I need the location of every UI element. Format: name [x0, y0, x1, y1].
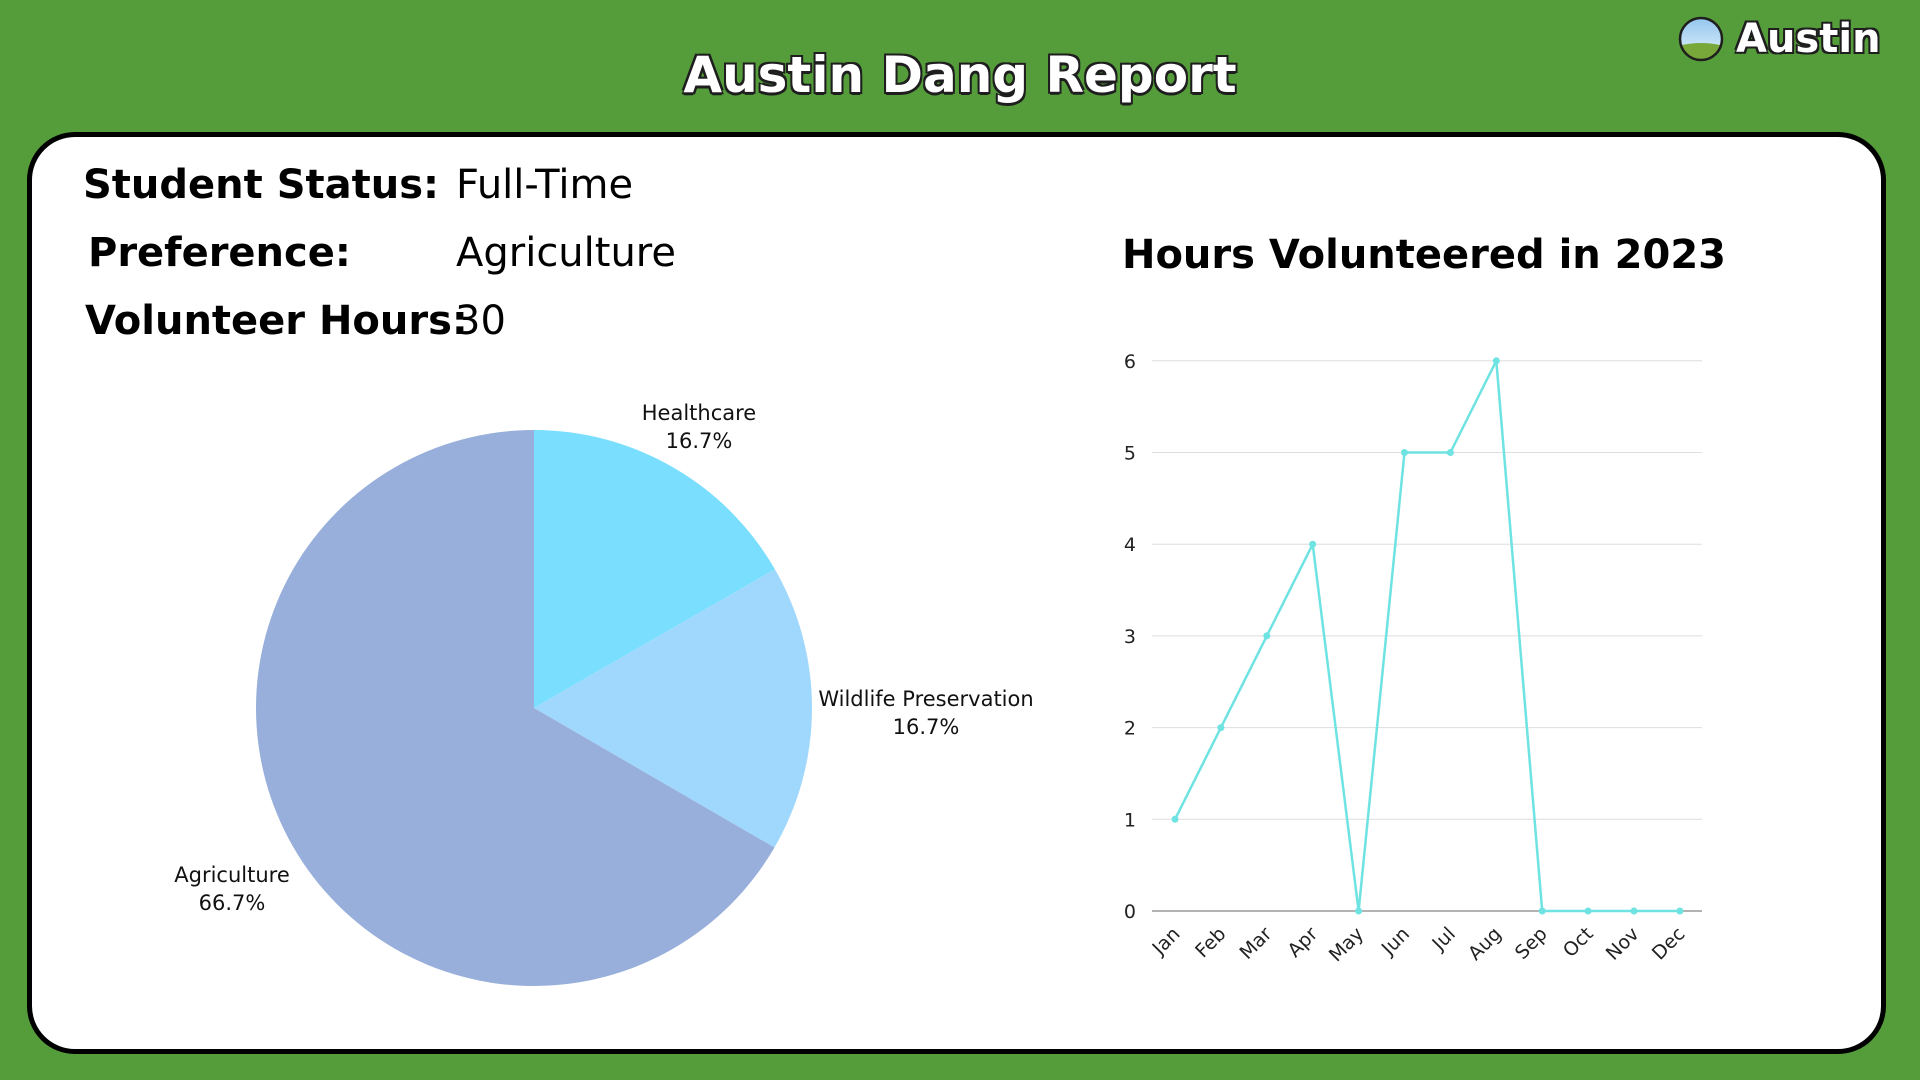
- preference-label: Preference:: [88, 230, 351, 276]
- landscape-logo-icon: [1678, 16, 1724, 62]
- preference-value: Agriculture: [456, 230, 676, 276]
- brand: Austin: [1678, 14, 1881, 64]
- y-tick-label: 6: [1124, 351, 1136, 373]
- x-tick-label-jun: Jun: [1377, 923, 1414, 960]
- volunteer-hours-value: 30: [455, 298, 506, 344]
- line-chart-title: Hours Volunteered in 2023: [1121, 232, 1727, 278]
- pie-label-agriculture: Agriculture: [174, 863, 290, 887]
- data-point-apr: [1309, 540, 1317, 548]
- x-tick-label-may: May: [1325, 923, 1368, 966]
- y-tick-label: 3: [1124, 626, 1136, 648]
- data-point-jan: [1171, 815, 1179, 823]
- data-point-mar: [1263, 632, 1271, 640]
- line-series: [1173, 359, 1680, 913]
- x-tick-label-jul: Jul: [1427, 923, 1459, 955]
- x-tick-label-aug: Aug: [1464, 923, 1506, 965]
- pie-label-wildlife-preservation: Wildlife Preservation: [818, 687, 1033, 711]
- y-tick-label: 0: [1124, 901, 1136, 923]
- data-point-jul: [1446, 449, 1454, 456]
- data-point-nov: [1630, 907, 1638, 915]
- y-tick-label: 2: [1124, 718, 1136, 740]
- x-tick-label-jan: Jan: [1148, 923, 1185, 960]
- data-point-aug: [1492, 357, 1500, 365]
- pie-slice-healthcare: [534, 430, 775, 708]
- pie-label-healthcare: Healthcare: [642, 401, 756, 425]
- brand-name: Austin: [1736, 16, 1881, 62]
- x-tick-label-oct: Oct: [1559, 923, 1598, 962]
- data-point-feb: [1217, 724, 1225, 732]
- x-tick-label-dec: Dec: [1648, 923, 1690, 965]
- pie-slice-wildlife-preservation: [534, 569, 812, 848]
- student-status-label: Student Status:: [83, 162, 440, 208]
- x-tick-label-apr: Apr: [1283, 923, 1322, 962]
- x-tick-label-mar: Mar: [1235, 923, 1276, 964]
- y-tick-label: 4: [1124, 534, 1136, 556]
- x-tick-label-nov: Nov: [1602, 923, 1644, 965]
- pie-pct-agriculture: 66.7%: [199, 891, 266, 915]
- volunteer-hours-label: Volunteer Hours:: [85, 298, 468, 344]
- data-point-sep: [1538, 907, 1546, 915]
- y-tick-label: 5: [1124, 443, 1136, 465]
- pie-pct-wildlife-preservation: 16.7%: [893, 715, 960, 739]
- data-point-dec: [1676, 907, 1684, 915]
- x-tick-label-sep: Sep: [1511, 923, 1552, 964]
- pie-pct-healthcare: 16.7%: [666, 429, 733, 453]
- student-status-value: Full-Time: [456, 162, 634, 208]
- x-tick-label-feb: Feb: [1191, 923, 1230, 962]
- data-point-may: [1355, 907, 1363, 915]
- y-tick-label: 1: [1124, 809, 1136, 831]
- data-point-oct: [1584, 907, 1592, 915]
- report-title: Austin Dang Report: [683, 46, 1237, 104]
- data-point-jun: [1401, 449, 1408, 456]
- pie-slice-agriculture: [255, 429, 775, 987]
